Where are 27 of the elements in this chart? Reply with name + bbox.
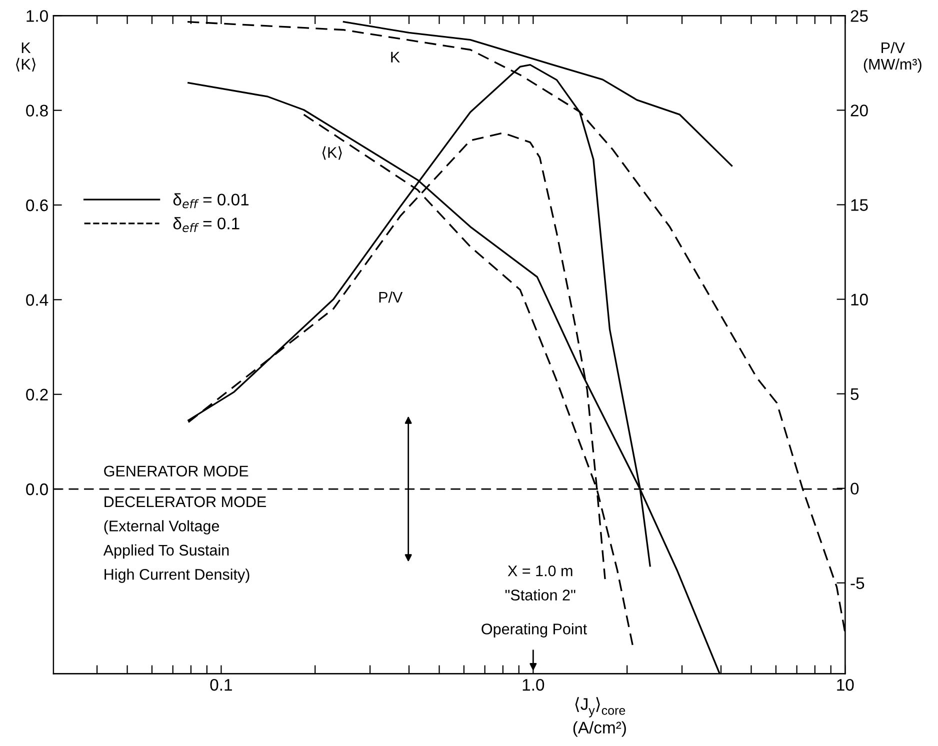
legend-label: δ$_{eff}$ = 0.01 [173,193,249,208]
x-tick-label: 10 [837,678,854,691]
y-tick-label: 0.2 [26,388,48,401]
annotation: DECELERATOR MODE (External Voltage Applied To Sustain High Current Density) [103,496,266,583]
annotation: K [391,52,400,62]
legend-label: δ$_{eff}$ = 0.1 [173,217,240,232]
y2-tick-label: 20 [850,104,868,116]
y-tick-label: 0.0 [26,483,48,496]
y-axis-title: K ⟨K⟩ [16,42,36,72]
annotation: Operating Point [482,623,587,638]
y2-axis-title: P/V (MW/m³) [864,42,922,73]
x-tick-label: 0.1 [210,678,232,691]
y-tick-label: 0.6 [26,199,48,212]
annotation: P/V [379,291,403,303]
y2-tick-label: -5 [850,577,864,590]
annotation: GENERATOR MODE [104,466,248,477]
annotation: X = 1.0 m "Station 2" [505,565,576,600]
y2-tick-label: 15 [851,199,868,211]
y-tick-label: 0.4 [26,294,48,306]
y-tick-label: 1.0 [26,10,48,22]
y-tick-label: 0.8 [26,104,48,117]
y2-tick-label: 10 [851,294,868,306]
y2-tick-label: 25 [850,10,868,22]
annotation: ⟨K⟩ [322,146,342,160]
y2-tick-label: 0 [850,482,859,495]
x-tick-label: 1.0 [522,678,544,691]
y2-tick-label: 5 [850,388,859,400]
